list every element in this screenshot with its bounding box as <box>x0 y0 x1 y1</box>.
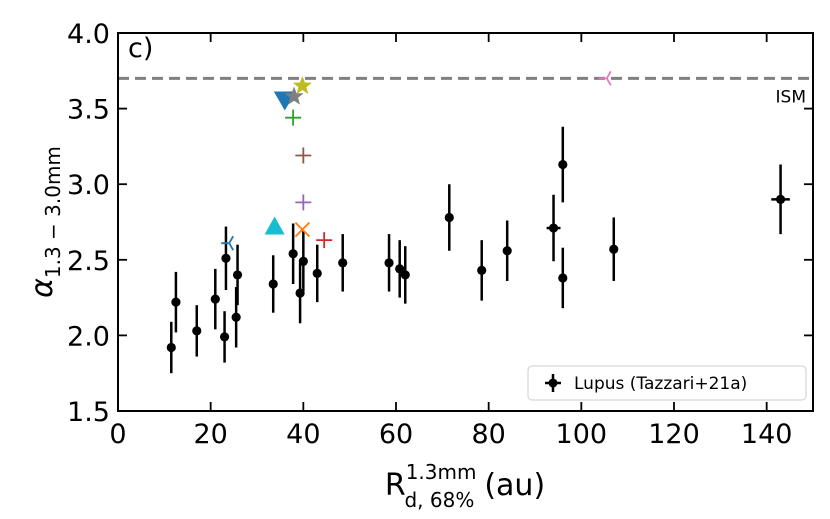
y-axis-label-main: α <box>25 278 60 298</box>
y-tick-label: 2.0 <box>67 321 110 352</box>
x-tick-label: 80 <box>471 419 505 450</box>
data-point <box>384 258 394 268</box>
x-axis-label: R1.3mm d, 68% (au) <box>385 460 545 512</box>
axes: 0 20 40 60 80 100 120 140 1.5 2.0 2.5 3.0 3.5 4.0 <box>67 19 814 450</box>
marker-star <box>292 75 312 94</box>
x-tick-label: 60 <box>379 419 413 450</box>
marker-triangle-up <box>264 216 285 235</box>
x-tick-label: 120 <box>648 419 700 450</box>
marker-plus <box>316 232 333 249</box>
y-tick-label: 3.5 <box>67 95 110 126</box>
panel-label: c) <box>128 33 153 64</box>
data-point <box>288 249 298 259</box>
data-point <box>268 279 278 289</box>
data-point <box>395 264 405 274</box>
marker-plus <box>285 109 302 126</box>
marker-tri-left <box>598 70 612 86</box>
plot-frame <box>117 32 814 412</box>
data-point <box>338 258 348 268</box>
data-point <box>171 297 181 307</box>
data-point <box>298 256 308 266</box>
data-point <box>221 253 231 263</box>
y-tick-label: 1.5 <box>67 397 110 428</box>
data-point <box>166 342 176 353</box>
data-point <box>558 159 568 170</box>
marker-plus <box>295 194 312 211</box>
data-point <box>609 244 619 254</box>
data-point <box>548 223 559 233</box>
data-point <box>192 326 202 336</box>
marker-x <box>294 221 311 238</box>
data-layer <box>166 70 790 374</box>
data-point <box>219 332 230 342</box>
x-axis-label-sub: d, 68% <box>404 488 474 512</box>
x-axis-label-sup: 1.3mm <box>406 460 477 484</box>
x-tick-label: 0 <box>109 419 126 450</box>
x-tick-label: 20 <box>193 419 227 450</box>
x-tick-label: 140 <box>741 419 793 450</box>
marker-plus <box>295 147 312 164</box>
data-point <box>400 270 410 280</box>
reference-line-group: ISM <box>118 76 813 107</box>
y-tick-label: 3.0 <box>67 170 110 201</box>
legend-box <box>527 365 807 401</box>
data-point <box>231 312 241 322</box>
legend: Lupus (Tazzari+21a) <box>527 365 807 401</box>
data-point <box>502 246 512 256</box>
y-tick-label: 4.0 <box>67 19 110 50</box>
y-axis-label: α1.3 − 3.0mm <box>25 146 65 298</box>
data-point <box>775 194 786 204</box>
x-tick-label: 40 <box>286 419 320 450</box>
data-point <box>558 273 568 283</box>
data-point <box>312 268 322 279</box>
x-tick-label: 100 <box>556 419 608 450</box>
data-point <box>444 212 454 223</box>
data-point <box>477 265 487 275</box>
y-axis-label-sub: 1.3 − 3.0mm <box>41 146 65 278</box>
data-point <box>210 294 220 304</box>
x-axis-label-unit: (au) <box>484 468 545 503</box>
x-axis-label-main: R <box>385 468 406 503</box>
data-point <box>232 270 243 280</box>
marker-tri-left <box>221 235 234 251</box>
marker-star <box>284 86 304 105</box>
legend-marker <box>548 378 558 388</box>
legend-label: Lupus (Tazzari+21a) <box>574 374 747 394</box>
ism-label: ISM <box>776 87 806 107</box>
y-tick-label: 2.5 <box>67 246 110 277</box>
